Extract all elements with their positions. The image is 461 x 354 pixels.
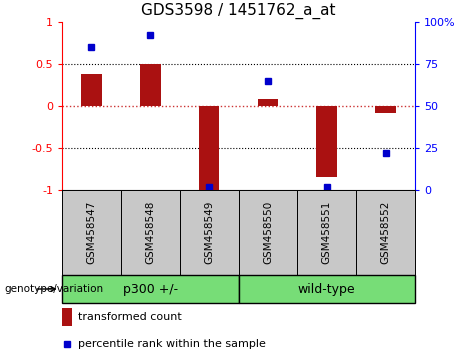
Bar bbox=[356, 190, 415, 275]
Bar bbox=[121, 190, 180, 275]
Text: GSM458549: GSM458549 bbox=[204, 201, 214, 264]
Text: GSM458550: GSM458550 bbox=[263, 201, 273, 264]
Text: GSM458548: GSM458548 bbox=[145, 201, 155, 264]
Text: GSM458552: GSM458552 bbox=[381, 201, 390, 264]
Bar bbox=[180, 190, 238, 275]
Bar bbox=[375, 106, 396, 113]
Text: genotype/variation: genotype/variation bbox=[5, 284, 104, 294]
Text: p300 +/-: p300 +/- bbox=[123, 282, 178, 296]
Text: percentile rank within the sample: percentile rank within the sample bbox=[78, 339, 266, 349]
Bar bbox=[297, 190, 356, 275]
Bar bbox=[238, 190, 297, 275]
Bar bbox=[62, 275, 238, 303]
Bar bbox=[199, 106, 219, 192]
Bar bbox=[81, 74, 102, 106]
Bar bbox=[62, 190, 121, 275]
Title: GDS3598 / 1451762_a_at: GDS3598 / 1451762_a_at bbox=[141, 3, 336, 19]
Text: GSM458547: GSM458547 bbox=[86, 201, 96, 264]
Bar bbox=[238, 275, 415, 303]
Text: transformed count: transformed count bbox=[78, 312, 182, 322]
Bar bbox=[258, 99, 278, 106]
Bar bbox=[316, 106, 337, 177]
Text: GSM458551: GSM458551 bbox=[322, 201, 332, 264]
Text: wild-type: wild-type bbox=[298, 282, 355, 296]
Bar bbox=[62, 308, 71, 326]
Bar bbox=[140, 64, 160, 106]
